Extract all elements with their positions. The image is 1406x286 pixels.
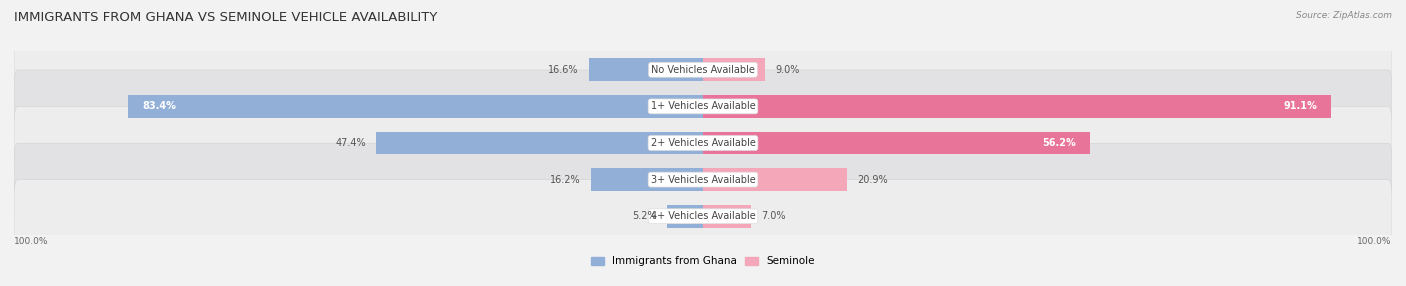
FancyBboxPatch shape	[14, 70, 1392, 143]
Bar	[128, 95, 703, 118]
Bar	[703, 58, 765, 81]
Text: 100.0%: 100.0%	[14, 237, 49, 247]
Text: 91.1%: 91.1%	[1284, 102, 1317, 111]
Text: 47.4%: 47.4%	[336, 138, 366, 148]
Text: 7.0%: 7.0%	[762, 211, 786, 221]
Bar	[589, 58, 703, 81]
Bar	[703, 132, 1090, 154]
Bar	[592, 168, 703, 191]
Bar	[703, 205, 751, 228]
Bar	[703, 95, 1330, 118]
Text: 9.0%: 9.0%	[775, 65, 800, 75]
FancyBboxPatch shape	[14, 143, 1392, 216]
Bar	[668, 205, 703, 228]
Text: 4+ Vehicles Available: 4+ Vehicles Available	[651, 211, 755, 221]
Text: IMMIGRANTS FROM GHANA VS SEMINOLE VEHICLE AVAILABILITY: IMMIGRANTS FROM GHANA VS SEMINOLE VEHICL…	[14, 11, 437, 24]
Text: No Vehicles Available: No Vehicles Available	[651, 65, 755, 75]
Bar	[703, 168, 846, 191]
Text: 3+ Vehicles Available: 3+ Vehicles Available	[651, 175, 755, 184]
Text: 83.4%: 83.4%	[142, 102, 176, 111]
Text: 16.2%: 16.2%	[550, 175, 581, 184]
Text: 5.2%: 5.2%	[633, 211, 657, 221]
FancyBboxPatch shape	[14, 180, 1392, 253]
Legend: Immigrants from Ghana, Seminole: Immigrants from Ghana, Seminole	[588, 253, 818, 270]
Text: 56.2%: 56.2%	[1043, 138, 1077, 148]
Text: 2+ Vehicles Available: 2+ Vehicles Available	[651, 138, 755, 148]
FancyBboxPatch shape	[14, 107, 1392, 179]
Bar	[377, 132, 703, 154]
Text: Source: ZipAtlas.com: Source: ZipAtlas.com	[1296, 11, 1392, 20]
Text: 1+ Vehicles Available: 1+ Vehicles Available	[651, 102, 755, 111]
FancyBboxPatch shape	[14, 33, 1392, 106]
Text: 100.0%: 100.0%	[1357, 237, 1392, 247]
Text: 20.9%: 20.9%	[858, 175, 889, 184]
Text: 16.6%: 16.6%	[548, 65, 578, 75]
